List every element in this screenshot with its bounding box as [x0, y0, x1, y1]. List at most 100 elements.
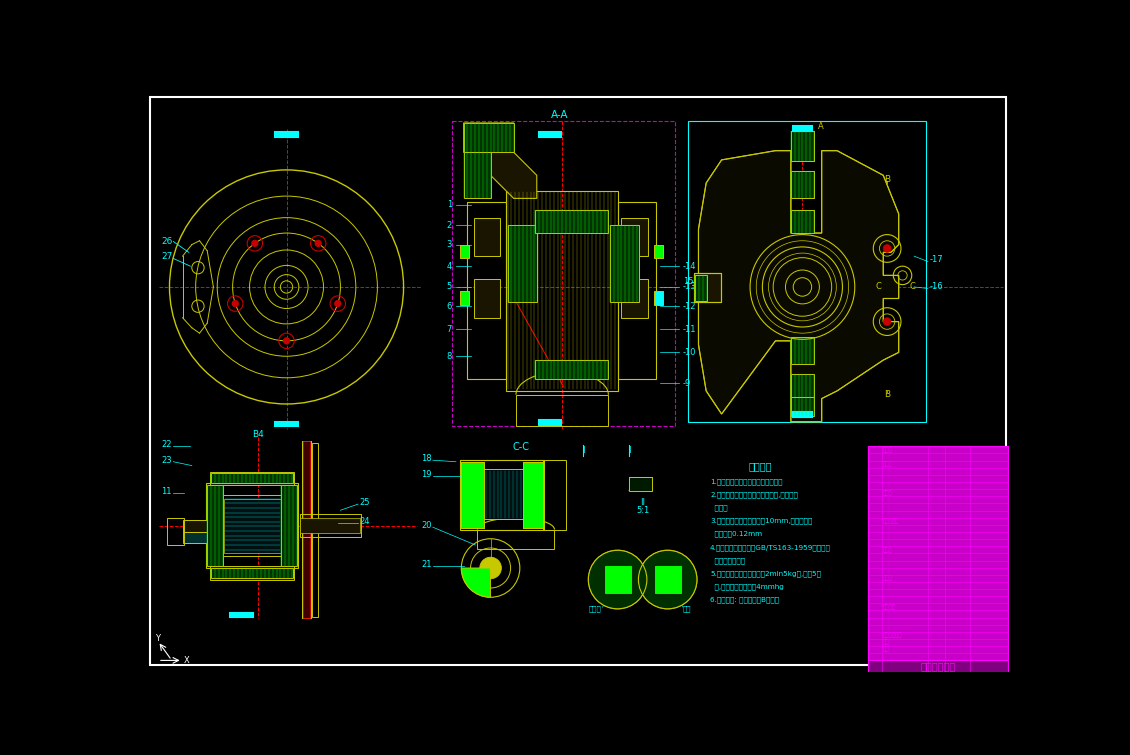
Text: 制鼓式制动器: 制鼓式制动器	[920, 661, 956, 671]
Bar	[622, 217, 647, 256]
Text: 18: 18	[421, 455, 432, 463]
Bar	[221, 495, 285, 556]
Bar	[461, 462, 485, 528]
Bar	[224, 499, 281, 553]
Text: 半轴盖: 半轴盖	[883, 575, 893, 581]
Text: 11: 11	[160, 486, 172, 495]
Bar	[654, 565, 680, 593]
Text: B: B	[884, 174, 890, 183]
Text: -10: -10	[683, 348, 696, 357]
Text: 20: 20	[421, 521, 432, 530]
Circle shape	[334, 300, 341, 307]
Circle shape	[589, 551, 646, 608]
Circle shape	[284, 337, 289, 344]
Text: 4: 4	[446, 262, 452, 270]
Circle shape	[493, 136, 497, 140]
Bar	[793, 412, 811, 417]
Bar	[654, 245, 663, 258]
Bar	[536, 360, 608, 379]
Bar	[791, 171, 814, 199]
Text: 钟,腔内压力不能超过4mmhg: 钟,腔内压力不能超过4mmhg	[710, 583, 784, 590]
Text: 5.左制动器制动内压力施压2min5kg时,保压5分: 5.左制动器制动内压力施压2min5kg时,保压5分	[710, 570, 822, 577]
Text: X: X	[184, 656, 190, 665]
Text: 制动总: 制动总	[883, 447, 893, 453]
Text: 油嘴口: 油嘴口	[883, 547, 893, 553]
Bar	[275, 132, 298, 137]
Bar	[791, 374, 814, 397]
Bar	[299, 518, 359, 533]
Text: 7: 7	[446, 325, 452, 334]
Bar	[791, 210, 814, 233]
Bar	[654, 291, 663, 305]
Text: 27: 27	[160, 252, 173, 261]
Bar	[791, 397, 814, 416]
Wedge shape	[461, 568, 490, 597]
Bar	[791, 131, 814, 162]
Bar	[618, 202, 657, 379]
Bar	[523, 462, 542, 528]
Bar	[473, 279, 499, 318]
Text: 1.装配前清中不锈钢的零件各工序毛: 1.装配前清中不锈钢的零件各工序毛	[710, 479, 782, 485]
Bar	[485, 470, 523, 519]
Bar	[183, 520, 207, 532]
Text: 动器性能要求》: 动器性能要求》	[710, 557, 745, 563]
Bar	[688, 122, 927, 422]
Text: 间隙: 间隙	[683, 606, 692, 612]
Bar	[868, 683, 1008, 699]
Bar	[516, 395, 608, 426]
Text: 2.摩擦块和制动盘上不允许有油脂,否应及关: 2.摩擦块和制动盘上不允许有油脂,否应及关	[710, 492, 798, 498]
Text: 度不大于0.12mm: 度不大于0.12mm	[710, 531, 762, 538]
Bar	[610, 225, 640, 302]
Bar	[275, 422, 298, 427]
Text: -16: -16	[930, 282, 944, 291]
Bar	[183, 532, 207, 544]
Text: -12: -12	[683, 302, 696, 311]
Bar	[167, 518, 184, 545]
Bar	[507, 225, 537, 302]
Text: -14: -14	[683, 262, 696, 270]
Bar	[206, 483, 298, 568]
Text: 圆锥滚子轴承: 圆锥滚子轴承	[883, 633, 902, 638]
Bar	[622, 279, 647, 318]
Bar	[791, 337, 814, 364]
Text: 23: 23	[160, 456, 172, 464]
Bar	[461, 462, 485, 528]
Text: I: I	[628, 446, 631, 455]
Text: A: A	[818, 122, 824, 131]
Bar	[523, 462, 542, 528]
Polygon shape	[698, 151, 898, 422]
Bar	[506, 191, 618, 391]
Text: -17: -17	[930, 255, 944, 264]
Text: Y: Y	[155, 634, 159, 643]
Text: 6: 6	[446, 302, 452, 311]
Text: A-A: A-A	[551, 110, 568, 120]
Text: 4.其余技术条件应符合GB/TS163-1959《摩擦制: 4.其余技术条件应符合GB/TS163-1959《摩擦制	[710, 544, 831, 550]
Text: 双头螺柱: 双头螺柱	[883, 604, 895, 610]
Bar	[302, 441, 311, 618]
Text: 24: 24	[359, 517, 371, 526]
Bar	[231, 612, 253, 618]
Circle shape	[884, 318, 890, 325]
Bar	[302, 441, 311, 618]
Text: 15: 15	[683, 277, 694, 286]
Text: 25: 25	[359, 498, 371, 507]
Bar	[536, 210, 608, 233]
Text: 闭界解: 闭界解	[710, 504, 728, 511]
Bar	[868, 661, 1008, 683]
Bar	[452, 122, 676, 426]
Circle shape	[252, 240, 258, 246]
Bar	[209, 472, 294, 485]
Text: -11: -11	[683, 325, 696, 334]
Text: 8: 8	[446, 352, 452, 361]
Circle shape	[315, 240, 321, 246]
Bar	[463, 153, 490, 199]
Text: 外圆视: 外圆视	[589, 606, 602, 612]
Bar	[539, 421, 560, 425]
Text: 19: 19	[421, 470, 432, 479]
Text: 技术要求: 技术要求	[748, 461, 772, 471]
Text: I: I	[582, 446, 584, 455]
Bar	[463, 123, 514, 153]
Circle shape	[480, 557, 502, 579]
Text: B4: B4	[252, 430, 264, 439]
Bar	[478, 529, 555, 549]
